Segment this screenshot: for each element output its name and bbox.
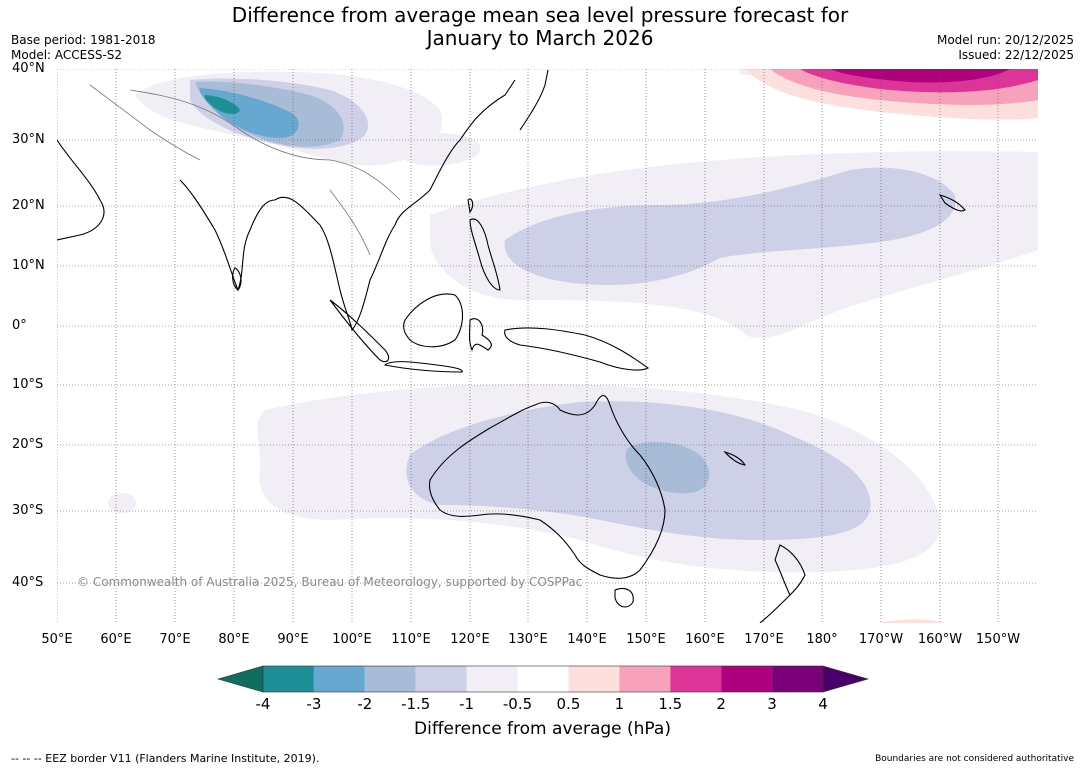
border-china <box>129 89 401 201</box>
latitude-label: 20°N <box>12 198 45 213</box>
coast-srilanka <box>232 267 242 291</box>
title-line-1: Difference from average mean sea level p… <box>231 3 849 27</box>
coast-taiwan-japan <box>467 69 549 214</box>
longitude-label: 70°E <box>159 632 191 647</box>
run-info: Model run: 20/12/2025 Issued: 22/12/2025 <box>937 33 1074 63</box>
colorbar-extend-low <box>216 665 264 693</box>
latitude-label: 40°S <box>12 575 44 590</box>
coast-southeast-asia <box>274 79 516 332</box>
model-info: Base period: 1981-2018 Model: ACCESS-S2 <box>11 33 156 63</box>
colorbar-segment <box>415 666 467 692</box>
coast-sulawesi <box>468 318 492 352</box>
coast-australia <box>428 395 666 579</box>
latitude-label: 20°S <box>12 437 44 452</box>
country-borders <box>89 84 401 256</box>
colorbar-segment <box>313 666 365 692</box>
model-run: Model run: 20/12/2025 <box>936 33 1074 47</box>
latitude-label: 0° <box>12 318 27 333</box>
colorbar-tick: -1.5 <box>401 695 431 713</box>
anomaly-deep-australia <box>625 441 710 494</box>
longitude-label: 170°W <box>858 632 904 647</box>
longitude-label: 170°E <box>744 632 784 647</box>
coastlines <box>57 69 966 623</box>
anomaly-region-west <box>108 493 136 513</box>
colorbar-tick: 1.5 <box>658 695 683 713</box>
colorbar-tick: -0.5 <box>502 695 533 713</box>
issued-date: Issued: 22/12/2025 <box>958 48 1074 62</box>
coast-new-caledonia <box>723 450 747 466</box>
copyright-notice: © Commonwealth of Australia 2025, Bureau… <box>77 575 583 589</box>
colorbar-segment <box>619 666 671 692</box>
colorbar-tick: 4 <box>818 695 828 713</box>
colorbar-tick: -4 <box>255 695 271 713</box>
latitude-label: 30°S <box>12 503 44 518</box>
colorbar-segment <box>466 666 518 692</box>
longitude-label: 160°E <box>685 632 725 647</box>
colorbar-tick: -3 <box>306 695 322 713</box>
coast-africa-arabia <box>57 139 105 241</box>
colorbar-segment <box>772 666 823 692</box>
coast-new-guinea <box>504 327 650 371</box>
longitude-label: 60°E <box>100 632 132 647</box>
longitude-label: 50°E <box>41 632 73 647</box>
latitude-label: 40°N <box>12 61 45 76</box>
coast-java <box>383 361 463 373</box>
longitude-label: 160°W <box>917 632 963 647</box>
anomaly-core-north-pacific <box>504 167 956 285</box>
coast-sumatra <box>329 299 390 363</box>
colorbar-segment <box>364 666 416 692</box>
longitude-label: 90°E <box>277 632 309 647</box>
colorbar-tick: -2 <box>357 695 373 713</box>
longitude-label: 120°E <box>450 632 490 647</box>
boundaries-note: Boundaries are not considered authoritat… <box>875 754 1074 764</box>
coast-hawaii <box>938 194 966 212</box>
border-indochina <box>329 189 371 256</box>
colorbar-tick: -1 <box>459 695 475 713</box>
coast-tasmania <box>614 587 634 608</box>
colorbar-title: Difference from average (hPa) <box>414 719 671 739</box>
border-central-asia <box>89 84 201 161</box>
colorbar-tick: 1 <box>614 695 625 713</box>
anomaly-peak-asia <box>204 95 240 114</box>
positive-region-2 <box>830 69 1010 83</box>
base-period: Base period: 1981-2018 <box>11 33 156 47</box>
longitude-label: 150°E <box>626 632 666 647</box>
positive-region-south <box>880 619 945 623</box>
latitude-label: 10°S <box>12 377 44 392</box>
colorbar-segment <box>517 666 569 692</box>
eez-border-note: -- -- -- EEZ border V11 (Flanders Marine… <box>11 752 320 765</box>
colorbar-tick: 2 <box>716 695 726 713</box>
map-title: Difference from average mean sea level p… <box>170 4 910 50</box>
model-name: Model: ACCESS-S2 <box>11 48 123 62</box>
colorbar-tick: 0.5 <box>556 695 581 713</box>
colorbar-segment <box>568 666 620 692</box>
coast-philippines <box>469 218 501 291</box>
longitude-label: 140°E <box>567 632 607 647</box>
longitude-label: 150°W <box>975 632 1021 647</box>
longitude-label: 180° <box>806 632 838 647</box>
colorbar-border <box>262 665 824 693</box>
longitude-label: 100°E <box>332 632 372 647</box>
colorbar-extend-high <box>822 665 870 693</box>
latitude-label: 10°N <box>12 258 45 273</box>
coast-borneo <box>403 293 464 348</box>
longitude-label: 130°E <box>508 632 548 647</box>
colorbar-tick: 3 <box>767 695 777 713</box>
colorbar-segment <box>721 666 773 692</box>
longitude-label: 80°E <box>218 632 250 647</box>
latitude-label: 30°N <box>12 132 45 147</box>
title-line-2: January to March 2026 <box>426 26 654 50</box>
colorbar-segment <box>670 666 722 692</box>
colorbar <box>216 665 870 693</box>
coast-new-zealand <box>759 544 806 623</box>
longitude-label: 110°E <box>391 632 431 647</box>
anomaly-shading <box>108 69 1038 623</box>
colorbar-segment <box>263 666 314 692</box>
